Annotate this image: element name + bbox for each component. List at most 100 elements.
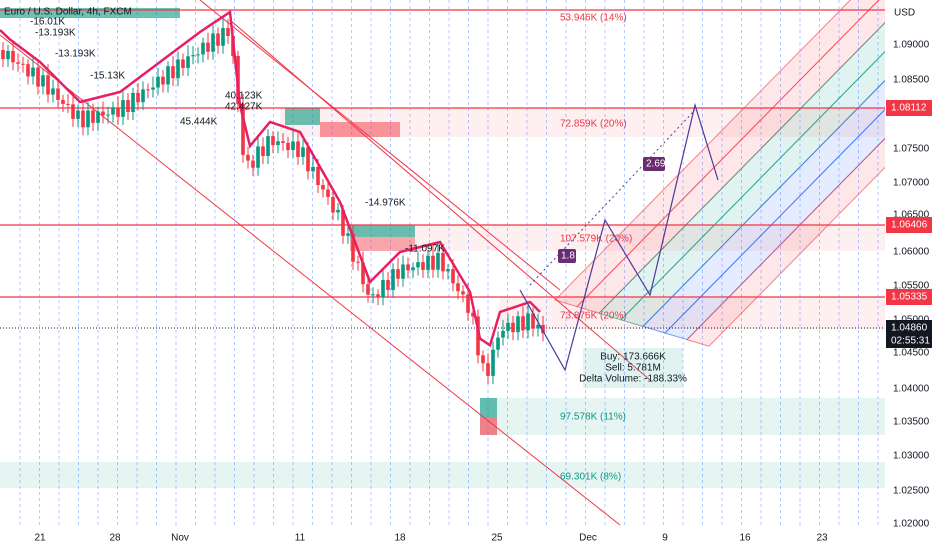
candle (261, 146, 265, 157)
volume-note: -15.13K (90, 71, 125, 82)
volume-note: -13.193K (35, 28, 76, 39)
price-label: 1.04000 (893, 384, 930, 395)
candle (101, 111, 105, 116)
pitchfork-band (664, 61, 932, 341)
candle (356, 261, 360, 263)
candle (46, 75, 50, 95)
zone (0, 8, 180, 18)
candle (316, 166, 320, 186)
candle (226, 28, 230, 36)
zone-label: 97.578K (11%) (560, 412, 626, 423)
volume-note: -16.01K (30, 17, 65, 28)
channel (199, 0, 561, 291)
candle (466, 294, 470, 313)
candle (531, 313, 535, 329)
candle (51, 88, 55, 95)
candle (1, 50, 5, 60)
currency[interactable]: USD (894, 8, 915, 19)
candle (436, 252, 440, 270)
candle (186, 56, 190, 68)
candle (56, 88, 60, 100)
price-label: 1.05500 (893, 281, 930, 292)
candle (91, 110, 95, 123)
badge (643, 157, 665, 171)
date-label: Nov (171, 533, 189, 544)
candle (16, 62, 20, 64)
candle (221, 28, 225, 46)
date-label: 11 (295, 533, 306, 544)
candle (361, 262, 365, 285)
zone-label: 53.946K (14%) (560, 13, 627, 24)
info-line: Buy: 173.666K (600, 352, 666, 363)
candle (351, 233, 355, 262)
candle (391, 269, 395, 290)
info-line: Sell: 5.781M (605, 363, 661, 374)
level-tag (886, 289, 932, 305)
candle (31, 67, 35, 77)
candle (61, 99, 65, 104)
candle (96, 111, 100, 123)
info-box (583, 348, 683, 388)
candle (516, 316, 520, 333)
volume-note: -14.976K (365, 198, 406, 209)
candle (151, 87, 155, 90)
candle (86, 110, 90, 128)
price-label: 1.06500 (893, 210, 930, 221)
badge (558, 249, 576, 263)
candle (306, 147, 310, 172)
pitchfork-band (620, 3, 932, 327)
candle (281, 141, 285, 143)
level-label: 1.06406 (891, 220, 928, 231)
candle (331, 196, 335, 213)
candle (366, 284, 370, 295)
volume-note: 40.123K (225, 91, 263, 102)
candle (161, 76, 165, 85)
date-label: 21 (34, 533, 46, 544)
candle (301, 147, 305, 157)
candle (291, 141, 295, 151)
candle (21, 63, 25, 65)
candle (456, 283, 460, 292)
projection-dots (529, 109, 696, 286)
candle (511, 322, 515, 333)
candle (216, 33, 220, 46)
candle (211, 33, 215, 52)
countdown: 02:55:31 (891, 336, 930, 347)
volume-note: -11.097K (405, 244, 445, 255)
candle (481, 355, 485, 364)
candle (476, 316, 480, 356)
candle (196, 54, 200, 56)
candle (131, 92, 135, 112)
volume-note: -13.193K (55, 49, 96, 60)
candle (66, 103, 70, 105)
info-line: Delta Volume: -188.33% (579, 374, 687, 385)
candle (276, 141, 280, 146)
date-label: 25 (491, 533, 503, 544)
price-label: 1.07500 (893, 144, 930, 155)
price-label: 1.03000 (893, 451, 930, 462)
candle (421, 262, 425, 270)
price-label: 1.04500 (893, 348, 930, 359)
zone-label: 69.301K (8%) (560, 472, 621, 483)
candle (431, 255, 435, 270)
candle (491, 349, 495, 376)
candle (41, 75, 45, 87)
date-label: 28 (109, 533, 121, 544)
candle (146, 89, 150, 91)
candle (341, 209, 345, 236)
candle (471, 312, 475, 317)
current-tag (886, 320, 932, 348)
candle (401, 264, 405, 279)
zone-label: 73.876K (20%) (560, 311, 627, 322)
candle (26, 64, 30, 77)
pitchfork-band (598, 0, 932, 321)
candle (441, 252, 445, 272)
candle (326, 189, 330, 197)
candle (396, 269, 400, 279)
candle (6, 50, 10, 60)
candle (36, 67, 40, 87)
candle (501, 330, 505, 338)
date-label: 23 (816, 533, 828, 544)
candle (176, 59, 180, 79)
